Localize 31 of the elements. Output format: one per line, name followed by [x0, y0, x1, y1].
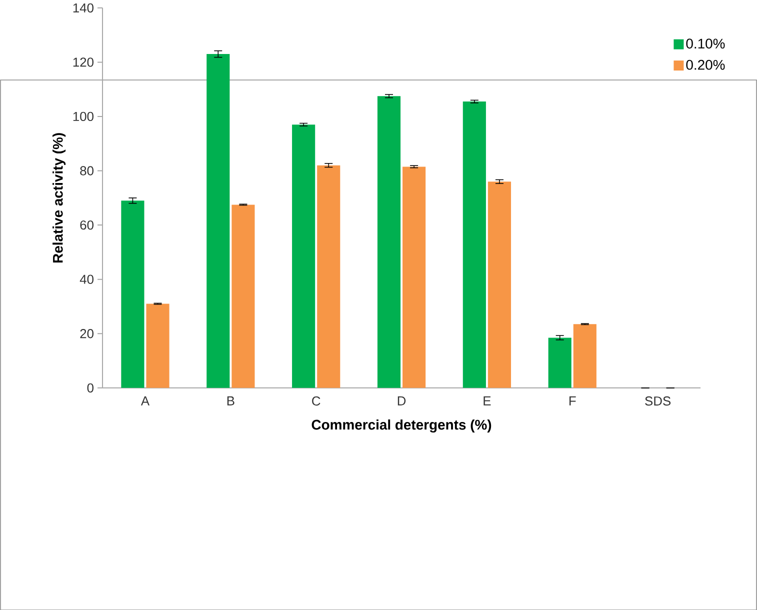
x-tick-label: E [484, 396, 491, 406]
bar [292, 124, 316, 388]
y-tick-label: 140 [73, 3, 94, 12]
bar [402, 166, 426, 388]
y-tick-label: 40 [80, 274, 94, 284]
x-axis-title: Commercial detergents (%) [312, 419, 492, 432]
bar [488, 181, 512, 388]
y-tick-label: 0 [87, 383, 94, 392]
bar [317, 165, 340, 388]
y-tick-label: 80 [80, 166, 94, 176]
bar [573, 324, 596, 388]
x-tick-label: SDS [645, 396, 671, 406]
bar [232, 204, 255, 388]
bar [146, 304, 170, 388]
y-tick-label: 120 [73, 57, 94, 67]
x-tick-label: B [227, 396, 234, 406]
bar [206, 54, 230, 388]
bar [462, 101, 486, 388]
legend-label: 0.20% [686, 60, 725, 70]
y-tick-label: 100 [73, 112, 94, 121]
bar [121, 200, 144, 388]
x-tick-label: D [398, 396, 406, 406]
bar [377, 96, 401, 388]
y-tick-label: 20 [80, 328, 94, 338]
x-tick-label: A [140, 396, 150, 406]
x-tick-label: C [312, 396, 320, 406]
y-axis-title: Relative activity (%) [52, 132, 66, 262]
x-tick-label: F [569, 396, 576, 406]
bar [548, 337, 572, 388]
legend-label: 0.10% [686, 38, 725, 48]
y-tick-label: 60 [80, 220, 94, 230]
